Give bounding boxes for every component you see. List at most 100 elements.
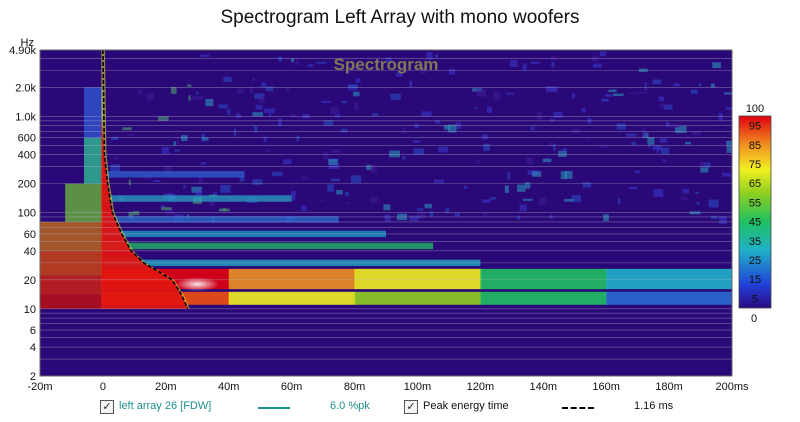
texture-speckle bbox=[476, 159, 480, 165]
texture-speckle bbox=[320, 199, 325, 202]
series-label: left array 26 [FDW] bbox=[119, 400, 212, 412]
y-tick-label: 4.90k bbox=[9, 45, 36, 57]
x-tick-label: 40m bbox=[218, 381, 239, 393]
texture-speckle bbox=[652, 146, 663, 150]
texture-speckle bbox=[603, 214, 609, 222]
texture-speckle bbox=[301, 176, 309, 180]
texture-speckle bbox=[551, 62, 555, 68]
texture-speckle bbox=[209, 201, 215, 207]
texture-speckle bbox=[218, 104, 228, 109]
decay-band bbox=[102, 216, 339, 223]
texture-speckle bbox=[301, 205, 307, 212]
texture-speckle bbox=[658, 96, 665, 102]
texture-speckle bbox=[328, 159, 338, 165]
resonance-band bbox=[228, 291, 356, 305]
texture-speckle bbox=[562, 148, 568, 152]
decay-band bbox=[102, 195, 292, 202]
series-checkbox[interactable]: ✓ bbox=[100, 400, 114, 414]
texture-speckle bbox=[330, 178, 340, 182]
texture-speckle bbox=[476, 89, 486, 97]
texture-speckle bbox=[585, 137, 589, 141]
peak-energy-curve bbox=[102, 50, 189, 310]
texture-speckle bbox=[195, 189, 202, 198]
texture-speckle bbox=[390, 93, 401, 100]
x-tick-label: 200ms bbox=[715, 381, 749, 393]
texture-speckle bbox=[237, 88, 244, 94]
plot-background bbox=[40, 50, 732, 376]
texture-speckle bbox=[164, 166, 173, 174]
texture-speckle bbox=[161, 207, 172, 211]
resonance-band bbox=[606, 291, 732, 305]
texture-speckle bbox=[291, 196, 296, 201]
texture-speckle bbox=[617, 198, 621, 205]
texture-speckle bbox=[647, 137, 655, 145]
texture-speckle bbox=[344, 192, 350, 196]
peak-energy-checkbox[interactable]: ✓ bbox=[404, 400, 418, 414]
texture-speckle bbox=[261, 82, 267, 88]
y-tick-label: 200 bbox=[18, 179, 36, 191]
peak-curve-swatch bbox=[562, 407, 594, 409]
texture-speckle bbox=[726, 140, 732, 146]
texture-speckle bbox=[685, 141, 691, 145]
texture-speckle bbox=[183, 185, 186, 189]
pre-onset-region bbox=[40, 294, 103, 309]
texture-speckle bbox=[726, 106, 732, 110]
texture-speckle bbox=[718, 113, 723, 121]
texture-speckle bbox=[289, 113, 297, 118]
y-tick-label: 1.0k bbox=[15, 111, 36, 123]
watermark-text: Spectrogram bbox=[334, 55, 439, 74]
x-tick-label: 20m bbox=[155, 381, 176, 393]
texture-speckle bbox=[419, 65, 427, 74]
texture-speckle bbox=[370, 165, 377, 173]
texture-speckle bbox=[626, 133, 637, 137]
texture-speckle bbox=[328, 163, 340, 170]
y-tick-label: 20 bbox=[24, 275, 36, 287]
texture-speckle bbox=[517, 184, 526, 192]
texture-speckle bbox=[550, 118, 555, 122]
texture-speckle bbox=[127, 133, 135, 137]
texture-speckle bbox=[173, 141, 177, 146]
texture-speckle bbox=[613, 93, 624, 97]
texture-speckle bbox=[674, 127, 680, 133]
texture-speckle bbox=[659, 138, 668, 143]
texture-speckle bbox=[177, 137, 180, 144]
texture-speckle bbox=[198, 176, 203, 184]
texture-speckle bbox=[161, 147, 170, 154]
colorbar-tick-label: 15 bbox=[749, 274, 761, 286]
x-tick-label: 160m bbox=[592, 381, 620, 393]
texture-speckle bbox=[525, 182, 531, 189]
texture-speckle bbox=[402, 127, 406, 134]
colorbar-tick-label: 95 bbox=[749, 121, 761, 133]
texture-speckle bbox=[599, 51, 606, 57]
texture-speckle bbox=[690, 89, 698, 94]
texture-speckle bbox=[278, 56, 283, 62]
texture-speckle bbox=[201, 137, 209, 141]
texture-speckle bbox=[553, 144, 556, 152]
texture-speckle bbox=[341, 100, 347, 104]
texture-speckle bbox=[438, 146, 449, 153]
texture-speckle bbox=[269, 113, 272, 117]
texture-speckle bbox=[263, 136, 267, 143]
texture-speckle bbox=[660, 147, 670, 155]
texture-speckle bbox=[644, 82, 647, 91]
texture-speckle bbox=[721, 172, 731, 177]
texture-speckle bbox=[542, 158, 552, 163]
texture-speckle bbox=[601, 98, 609, 102]
y-tick-label: 60 bbox=[24, 229, 36, 241]
texture-speckle bbox=[335, 114, 341, 118]
texture-speckle bbox=[704, 162, 711, 168]
onset-wedge-core bbox=[101, 116, 188, 309]
texture-speckle bbox=[648, 144, 651, 148]
texture-speckle bbox=[138, 88, 143, 95]
plot-area: Spectrogram bbox=[40, 50, 732, 376]
texture-speckle bbox=[718, 216, 727, 224]
texture-speckle bbox=[670, 124, 680, 129]
pre-onset-region bbox=[84, 87, 103, 138]
texture-speckle bbox=[564, 198, 574, 202]
texture-speckle bbox=[282, 159, 292, 165]
texture-speckle bbox=[160, 205, 166, 208]
texture-speckle bbox=[254, 93, 265, 100]
texture-speckle bbox=[558, 150, 567, 157]
x-tick-label: 60m bbox=[281, 381, 302, 393]
